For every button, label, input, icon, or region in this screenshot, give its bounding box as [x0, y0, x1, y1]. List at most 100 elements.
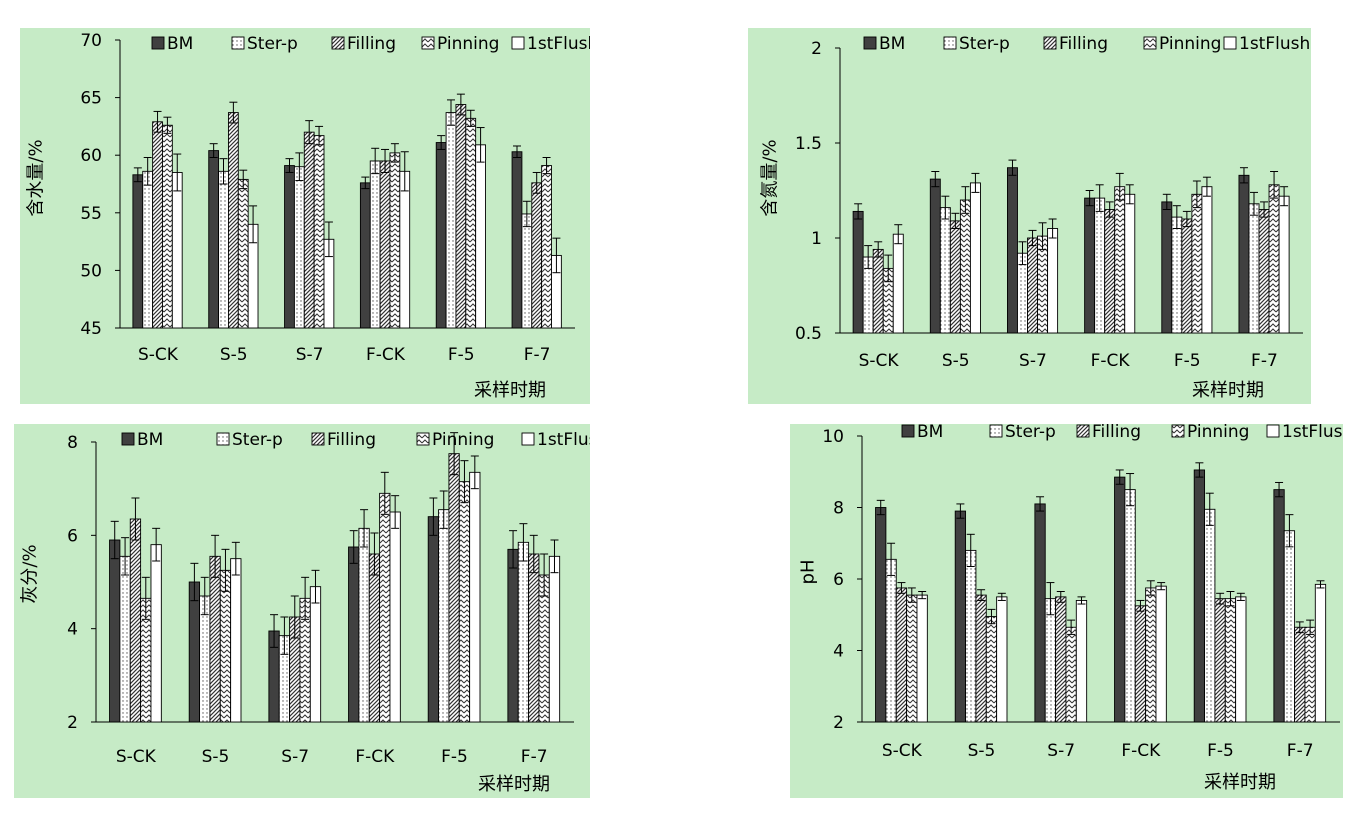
x-tick-label: F-5 [441, 747, 468, 767]
legend-label-ster-p: Ster-p [232, 430, 283, 450]
bar-filling-f-5 [448, 453, 460, 723]
bar-pinning-f-7 [538, 574, 550, 723]
legend-swatch-pinning [416, 432, 430, 446]
legend-label-1stflush: 1stFlush [527, 34, 590, 54]
x-tick-label: F-7 [1287, 741, 1314, 761]
legend-label-bm: BM [917, 424, 943, 442]
bar-filling-s-ck [152, 121, 163, 329]
x-tick-label: F-CK [355, 747, 395, 767]
bar-ster-p-f-5 [1171, 216, 1183, 334]
bar-1stflush-s-ck [916, 594, 928, 723]
x-tick-label: F-CK [1121, 741, 1161, 761]
legend-swatch-filling [1043, 36, 1057, 50]
bar-filling-s-7 [1027, 237, 1038, 334]
bar-1stflush-f-ck [1124, 193, 1136, 334]
y-tick-label: 50 [80, 261, 102, 281]
legend-label-pinning: Pinning [1159, 34, 1221, 54]
y-axis-label: pH [798, 560, 819, 585]
bar-1stflush-f-5 [1201, 186, 1213, 334]
y-tick-label: 2 [67, 713, 78, 733]
bar-bm-f-5 [1193, 469, 1206, 723]
legend-label-filling: Filling [327, 430, 376, 450]
bar-ster-p-f-7 [1248, 203, 1260, 334]
bar-bm-f-ck [348, 546, 360, 723]
bar-ster-p-f-5 [438, 509, 450, 723]
x-tick-label: S-7 [296, 345, 324, 365]
legend-label-bm: BM [137, 430, 163, 450]
x-tick-label: S-CK [882, 741, 923, 761]
bar-1stflush-s-5 [230, 558, 242, 723]
bar-bm-f-5 [1161, 201, 1173, 334]
legend-swatch-pinning [421, 36, 435, 50]
y-axis-label: 含氮量/% [760, 139, 781, 216]
bar-ster-p-s-ck [885, 558, 897, 723]
x-axis-label: 采样时期 [1192, 380, 1264, 401]
legend-swatch-1stflush [1223, 36, 1237, 50]
x-axis-label: 采样时期 [478, 774, 550, 795]
legend-label-filling: Filling [1059, 34, 1108, 54]
ph-chart: 2 4 6 8 10 pH S-CK S-5 S-7 F-CK F-5 F-7 采样时期 BM Ster-p… [798, 424, 1344, 793]
bar-1stflush-s-ck [150, 544, 162, 723]
bar-1stflush-s-7 [1047, 228, 1059, 334]
bar-filling-s-ck [872, 248, 884, 334]
y-tick-label: 2 [811, 39, 822, 59]
bar-1stflush-s-ck [171, 172, 183, 329]
bar-filling-s-ck [129, 518, 142, 723]
bar-pinning-f-7 [1268, 184, 1280, 334]
bar-ster-p-s-7 [1044, 598, 1057, 723]
y-tick-label: 55 [80, 204, 102, 224]
bar-pinning-f-5 [465, 117, 477, 329]
bar-filling-s-5 [975, 594, 987, 723]
bar-bm-s-7 [1034, 503, 1046, 723]
bar-1stflush-s-ck [892, 233, 904, 334]
moisture-chart-panel: 45 50 55 60 65 70 含水量/% S-CK S-5 S-7 F-CK F-5 F-7 采样时… [20, 28, 590, 404]
x-tick-label: S-5 [968, 741, 996, 761]
bar-bm-s-7 [1007, 167, 1018, 334]
legend-swatch-bm [901, 424, 915, 438]
bar-bm-f-7 [511, 151, 523, 329]
y-tick-label: 8 [833, 499, 844, 519]
bar-1stflush-f-7 [1314, 583, 1327, 723]
bar-1stflush-f-7 [548, 555, 561, 723]
bar-pinning-f-ck [1114, 186, 1126, 334]
bar-bm-f-5 [435, 142, 447, 329]
bar-pinning-s-7 [1065, 626, 1077, 723]
y-tick-label: 8 [67, 433, 78, 453]
bar-bm-s-5 [929, 178, 941, 334]
legend-swatch-1stflush [521, 432, 535, 446]
legend-swatch-ster-p [989, 424, 1003, 438]
bar-bm-s-5 [188, 581, 201, 723]
y-tick-label: 60 [80, 146, 102, 166]
bar-pinning-s-5 [985, 616, 998, 723]
bar-ster-p-f-7 [1283, 530, 1296, 723]
bar-filling-s-5 [949, 220, 961, 334]
legend-label-bm: BM [879, 34, 905, 54]
bar-bm-s-ck [132, 174, 144, 329]
x-tick-label: F-5 [1174, 351, 1201, 371]
ash-chart: 2 4 6 8 灰分/% S-CK S-5 S-7 F-CK F-5 F-7 采样时期 BM Ster-p… [20, 430, 591, 795]
bar-1stflush-s-5 [996, 596, 1008, 723]
legend-swatch-filling [331, 36, 345, 50]
bar-bm-f-7 [1238, 174, 1250, 334]
legend-label-bm: BM [167, 34, 193, 54]
nitrogen-chart: 0.5 1 1.5 2 含氮量/% S-CK S-5 S-7 F-CK F-5 F-7 采样时期 BM S… [760, 34, 1311, 401]
x-tick-label: S-CK [138, 345, 179, 365]
legend-label-ster-p: Ster-p [247, 34, 298, 54]
bar-pinning-s-5 [237, 178, 249, 329]
bar-ster-p-f-ck [1124, 489, 1136, 723]
bar-filling-f-5 [455, 104, 467, 329]
bar-1stflush-s-7 [1075, 599, 1088, 723]
legend-swatch-bm [863, 36, 877, 50]
y-tick-label: 1 [811, 229, 822, 249]
bar-1stflush-f-5 [469, 471, 481, 723]
bar-pinning-f-7 [1304, 626, 1316, 723]
bar-pinning-s-ck [906, 594, 918, 723]
y-tick-label: 0.5 [795, 324, 822, 344]
y-tick-label: 2 [833, 713, 844, 733]
legend-label-filling: Filling [1092, 424, 1141, 442]
legend-swatch-bm [121, 432, 135, 446]
bar-1stflush-f-7 [1278, 195, 1290, 334]
x-tick-label: F-5 [1207, 741, 1234, 761]
bar-1stflush-f-5 [475, 144, 486, 329]
legend-swatch-ster-p [943, 36, 957, 50]
